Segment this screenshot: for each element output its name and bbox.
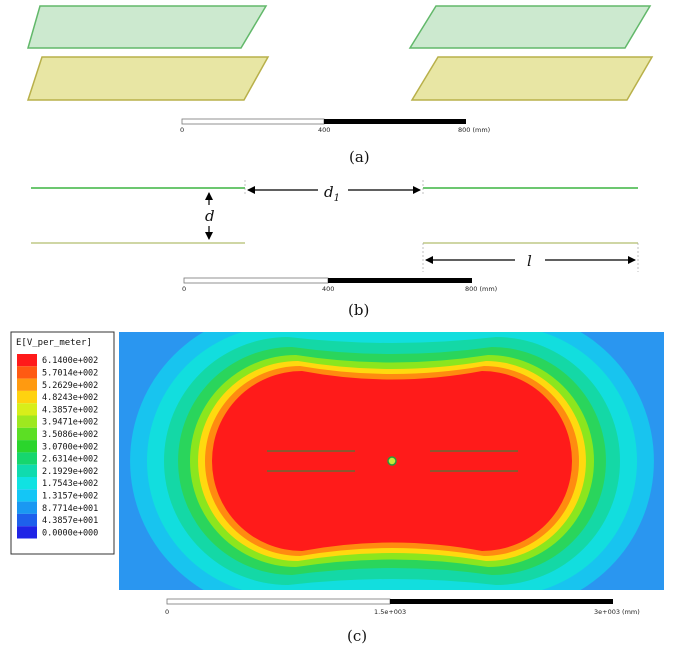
scale-b-tick-1: 400 [322,285,334,293]
legend-label: 3.0700e+002 [42,442,98,452]
legend-swatch [17,464,37,477]
legend-label: 8.7714e+001 [42,504,98,514]
legend-swatch [17,415,37,428]
panel-a: 0 400 800 (mm) (a) [26,5,654,166]
legend-swatch [17,501,37,514]
caption-b: (b) [348,301,369,319]
scale-c-tick-1: 1.5e+003 [374,608,406,616]
legend-label: 1.7543e+002 [42,479,98,489]
legend: E[V_per_meter] 6.1400e+002 5.7014e+002 5.2… [10,331,115,555]
length-label: l [527,252,532,270]
legend-label: 1.3157e+002 [42,491,98,501]
scale-c-tick-2: 3e+003 (mm) [594,608,640,616]
caption-c: (c) [347,627,367,645]
legend-swatch [17,403,37,416]
scale-b-tick-2: 800 (mm) [465,285,497,293]
caption-a: (a) [349,148,370,166]
separation-label-main: d [324,183,334,201]
scale-c-tick-0: 0 [165,608,169,616]
legend-swatch [17,526,37,539]
legend-swatch [17,427,37,441]
scale-bar-a: 0 400 800 (mm) [180,118,490,134]
legend-label: 4.3857e+002 [42,405,98,415]
legend-label: 2.1929e+002 [42,467,98,477]
scale-a-tick-1: 400 [318,126,330,134]
legend-label: 3.5086e+002 [42,430,98,440]
legend-swatch [17,452,37,465]
separation-label-sub: 1 [334,193,340,204]
legend-swatch [17,354,37,367]
legend-label: 3.9471e+002 [42,418,98,428]
upper-plate-left [27,5,268,49]
legend-label: 0.0000e+000 [42,528,98,538]
legend-swatch [17,366,37,379]
legend-swatch [17,440,37,453]
scale-b-tick-0: 0 [182,285,186,293]
legend-swatch [17,513,37,527]
legend-label: 5.2629e+002 [42,381,98,391]
lower-plate-left [26,56,270,101]
legend-swatch [17,477,37,490]
legend-label: 5.7014e+002 [42,368,98,378]
legend-swatch [17,390,37,404]
gap-label: d [205,207,215,225]
legend-label: 2.6314e+002 [42,455,98,465]
legend-title: E[V_per_meter] [16,338,92,348]
plot-center-marker [387,456,397,466]
legend-label: 4.8243e+002 [42,393,98,403]
legend-swatch [17,378,37,391]
scale-bar-b: 0 400 800 (mm) [182,277,497,293]
legend-swatch [17,489,37,502]
panel-c: E[V_per_meter] 6.1400e+002 5.7014e+002 5.2… [10,331,664,645]
upper-plate-right [408,5,652,49]
legend-label: 6.1400e+002 [42,356,98,366]
field-plot [119,332,664,590]
lower-plate-right [410,56,654,101]
scale-bar-c: 0 1.5e+003 3e+003 (mm) [165,598,640,616]
scale-a-tick-0: 0 [180,126,184,134]
panel-b: d d1 l 0 400 800 (mm) (b) [31,180,639,319]
legend-entries: 6.1400e+002 5.7014e+002 5.2629e+002 4.8243e… [17,354,98,539]
separation-label: d1 [324,183,340,204]
legend-label: 4.3857e+001 [42,516,98,526]
scale-a-tick-2: 800 (mm) [458,126,490,134]
